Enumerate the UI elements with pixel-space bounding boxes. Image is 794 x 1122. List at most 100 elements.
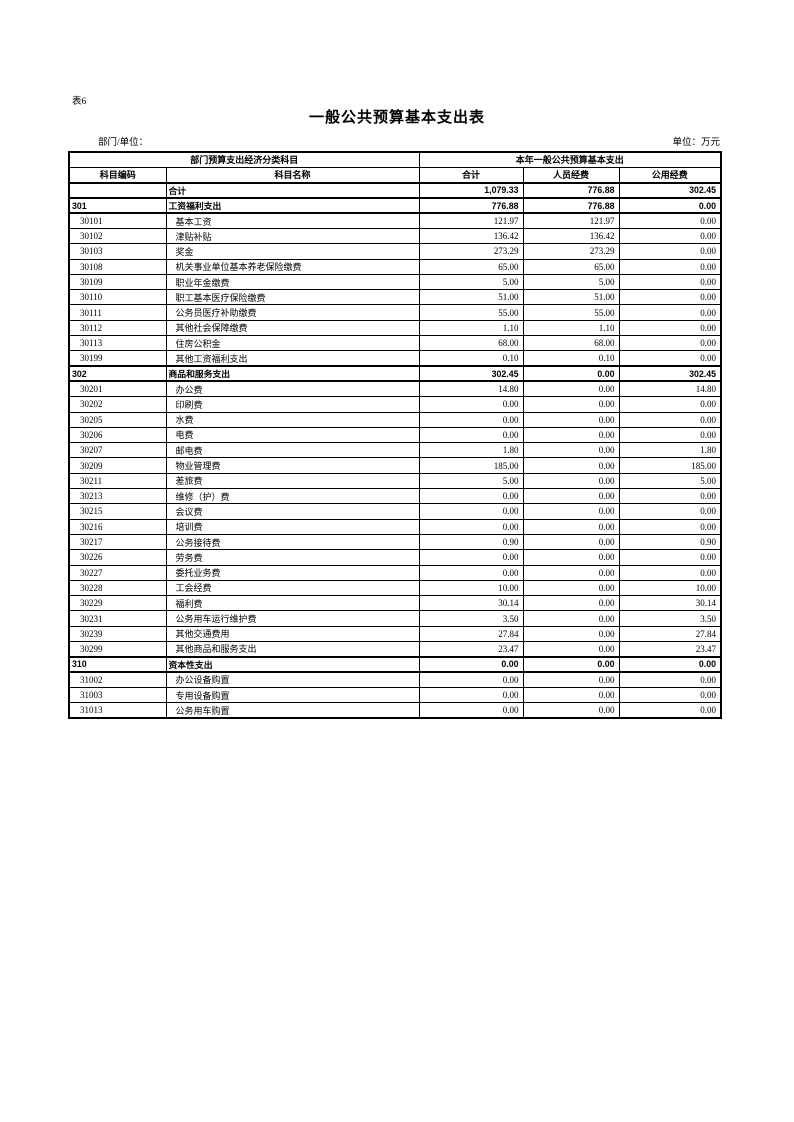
col-header-name: 科目名称 [165,166,420,184]
col-header-personnel: 人员经费 [522,166,620,184]
row-total-cell: 0.00 [418,396,524,413]
row-total-cell: 55.00 [418,304,524,321]
row-public-cell: 0.90 [618,533,722,551]
row-code-cell: 31013 [68,702,167,719]
row-name-cell: 公务用车运行维护费 [165,610,420,627]
row-total-cell: 273.29 [418,243,524,260]
table-row: 30201 办公费 14.80 0.00 14.80 [68,380,722,398]
row-name-cell: 劳务费 [165,549,420,566]
row-public-cell: 0.00 [618,243,722,260]
col-header-code: 科目编码 [68,166,167,184]
header-columns-row: 科目编码 科目名称 合计 人员经费 公用经费 [68,166,722,184]
row-name-cell: 商品和服务支出 [165,365,420,383]
header-group-row: 部门预算支出经济分类科目 本年一般公共预算基本支出 [68,151,722,168]
row-public-cell: 0.00 [618,227,722,245]
row-personnel-cell: 0.00 [522,518,620,535]
table-row: 30202 印刷费 0.00 0.00 0.00 [68,396,722,413]
row-total-cell: 30.14 [418,595,524,612]
row-total-cell: 0.00 [418,488,524,505]
row-public-cell: 27.84 [618,625,722,643]
row-public-cell: 0.00 [618,503,722,520]
budget-table: 部门预算支出经济分类科目 本年一般公共预算基本支出 科目编码 科目名称 合计 人… [68,151,723,719]
row-code-cell: 30101 [68,212,167,229]
row-public-cell: 0.00 [618,289,722,306]
row-total-cell: 5.00 [418,472,524,490]
row-code-cell: 30108 [68,258,167,275]
row-personnel-cell: 0.00 [522,426,620,444]
row-personnel-cell: 0.00 [522,702,620,719]
row-personnel-cell: 273.29 [522,243,620,260]
row-name-cell: 其他工资福利支出 [165,350,420,367]
row-public-cell: 0.00 [618,549,722,566]
row-public-cell: 0.00 [618,411,722,428]
row-public-cell: 0.00 [618,655,722,674]
row-personnel-cell: 0.00 [522,411,620,428]
row-name-cell: 住房公积金 [165,335,420,352]
table-row: 30206 电费 0.00 0.00 0.00 [68,426,722,444]
table-row: 30299 其他商品和服务支出 23.47 0.00 23.47 [68,640,722,658]
row-public-cell: 30.14 [618,595,722,612]
row-personnel-cell: 0.00 [522,625,620,643]
row-code-cell: 30201 [68,380,167,398]
page-title: 一般公共预算基本支出表 [308,109,485,126]
row-name-cell: 机关事业单位基本养老保险缴费 [165,258,420,275]
row-total-cell: 5.00 [418,273,524,291]
row-total-cell: 27.84 [418,625,524,643]
table-row: 30111 公务员医疗补助缴费 55.00 55.00 0.00 [68,304,722,321]
row-personnel-cell: 0.00 [522,686,620,704]
row-personnel-cell: 51.00 [522,289,620,306]
row-personnel-cell: 0.00 [522,564,620,581]
row-name-cell: 奖金 [165,243,420,260]
row-total-cell: 776.88 [418,196,524,215]
row-name-cell: 会议费 [165,503,420,520]
row-name-cell: 委托业务费 [165,564,420,581]
row-public-cell: 0.00 [618,671,722,688]
row-personnel-cell: 68.00 [522,335,620,352]
row-personnel-cell: 0.00 [522,503,620,520]
table-row: 30209 物业管理费 185.00 0.00 185.00 [68,457,722,474]
table-row: 310 资本性支出 0.00 0.00 0.00 [68,655,722,674]
row-public-cell: 0.00 [618,335,722,352]
row-total-cell: 3.50 [418,610,524,627]
row-code-cell: 30217 [68,533,167,551]
row-personnel-cell: 776.88 [522,196,620,215]
col-header-total: 合计 [418,166,524,184]
row-code-cell: 30109 [68,273,167,291]
row-public-cell: 0.00 [618,396,722,413]
row-name-cell: 邮电费 [165,442,420,459]
header-group-expenditure: 本年一般公共预算基本支出 [418,151,722,168]
row-total-cell: 0.00 [418,411,524,428]
row-public-cell: 5.00 [618,472,722,490]
row-total-cell: 0.00 [418,671,524,688]
row-name-cell: 工会经费 [165,579,420,597]
row-name-cell: 培训费 [165,518,420,535]
row-total-cell: 0.00 [418,564,524,581]
table-row: 30229 福利费 30.14 0.00 30.14 [68,595,722,612]
table-row: 31002 办公设备购置 0.00 0.00 0.00 [68,671,722,688]
row-public-cell: 0.00 [618,564,722,581]
row-name-cell: 维修（护）费 [165,488,420,505]
row-code-cell: 301 [68,196,167,215]
table-body: 合计 1,079.33 776.88 302.45 301 工资福利支出 776.88 776… [68,181,722,719]
row-name-cell: 职工基本医疗保险缴费 [165,289,420,306]
row-public-cell: 0.00 [618,350,722,367]
row-total-cell: 14.80 [418,380,524,398]
table-row: 30110 职工基本医疗保险缴费 51.00 51.00 0.00 [68,289,722,306]
row-code-cell: 30206 [68,426,167,444]
table-row: 31013 公务用车购置 0.00 0.00 0.00 [68,702,722,719]
table-header: 部门预算支出经济分类科目 本年一般公共预算基本支出 科目编码 科目名称 合计 人… [68,151,722,184]
row-total-cell: 0.00 [418,549,524,566]
row-public-cell: 302.45 [618,181,722,199]
row-code-cell: 30102 [68,227,167,245]
row-code-cell: 30112 [68,319,167,337]
table-row: 31003 专用设备购置 0.00 0.00 0.00 [68,686,722,704]
table-row: 30216 培训费 0.00 0.00 0.00 [68,518,722,535]
table-row: 30227 委托业务费 0.00 0.00 0.00 [68,564,722,581]
row-total-cell: 0.00 [418,686,524,704]
row-personnel-cell: 55.00 [522,304,620,321]
table-row: 合计 1,079.33 776.88 302.45 [68,181,722,199]
row-name-cell: 职业年金缴费 [165,273,420,291]
table-row: 30228 工会经费 10.00 0.00 10.00 [68,579,722,597]
row-code-cell: 30227 [68,564,167,581]
row-code-cell: 30229 [68,595,167,612]
